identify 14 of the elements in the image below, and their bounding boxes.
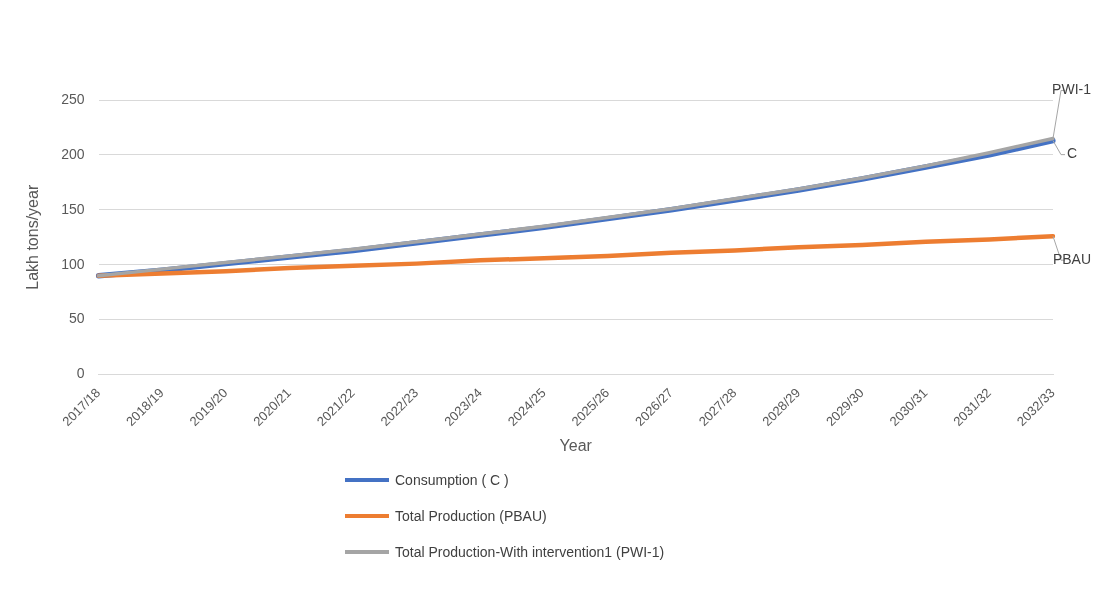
annotation: PBAU: [1052, 251, 1091, 268]
y-tick-label: 200: [61, 145, 85, 162]
legend-label: Total Production (PBAU): [395, 508, 547, 524]
y-tick-label: 50: [68, 310, 85, 327]
annotation: C: [1067, 145, 1078, 162]
legend-label: Total Production-With intervention1 (PWI-1): [395, 544, 665, 560]
legend-label: Consumption ( C ): [395, 472, 509, 488]
y-tick-label: 100: [61, 255, 85, 272]
y-tick-label: 150: [61, 200, 85, 217]
y-tick-label: 0: [76, 365, 85, 382]
y-axis-title: Lakh tons/year: [24, 184, 42, 290]
y-tick-label: 250: [61, 90, 85, 107]
annotation: PWI-1: [1052, 81, 1092, 98]
x-axis-title: Year: [559, 436, 593, 454]
